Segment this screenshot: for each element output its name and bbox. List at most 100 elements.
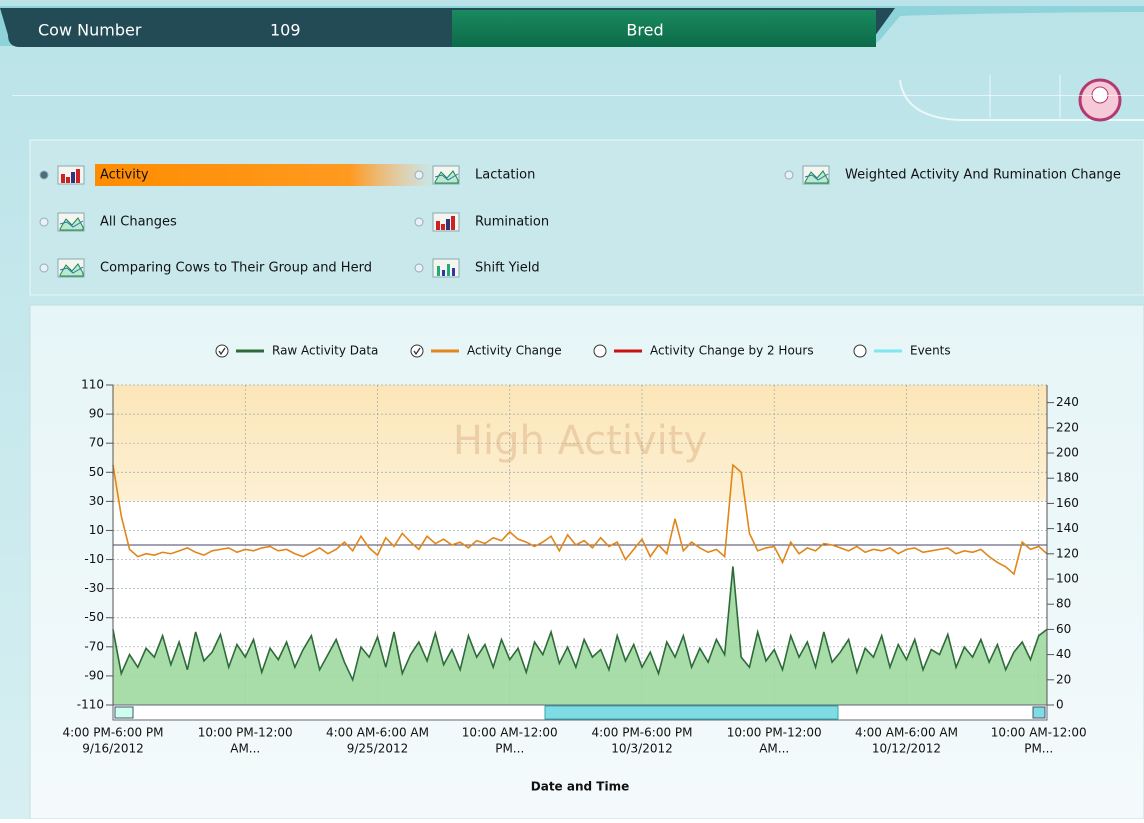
- radio-button[interactable]: [39, 263, 49, 273]
- x-tick-label: 9/25/2012: [347, 742, 409, 756]
- chart-option[interactable]: Activity: [39, 164, 435, 186]
- y-tick-label: -30: [84, 581, 104, 595]
- radio-button[interactable]: [414, 263, 424, 273]
- legend-item[interactable]: Activity Change by 2 Hours: [593, 344, 814, 358]
- y-tick-label: 30: [89, 494, 104, 508]
- x-tick-label: AM...: [759, 742, 789, 756]
- x-tick-label: 4:00 AM-6:00 AM: [855, 726, 958, 740]
- y2-tick-label: 220: [1056, 420, 1079, 434]
- option-icon-bar: [447, 264, 450, 276]
- chart-option[interactable]: Weighted Activity And Rumination Change: [784, 165, 1121, 185]
- option-label[interactable]: Rumination: [475, 215, 549, 230]
- radio-button[interactable]: [39, 217, 49, 227]
- activity-zone: [113, 385, 1047, 502]
- option-label[interactable]: Comparing Cows to Their Group and Herd: [100, 261, 372, 276]
- y-tick-label: -10: [84, 552, 104, 566]
- scrollbar-thumb[interactable]: [544, 705, 839, 720]
- y-tick-label: 90: [89, 407, 104, 421]
- y-tick-label: 50: [89, 465, 104, 479]
- series-line: [112, 463, 1048, 576]
- separator: [12, 95, 1144, 96]
- option-icon-bar: [66, 177, 70, 183]
- chart-options: Activity All Changes Comparing Cows to The…: [39, 164, 1121, 278]
- legend-checkbox[interactable]: [853, 344, 867, 358]
- x-tick-label: 10:00 AM-12:00: [462, 726, 558, 740]
- option-icon-bar: [451, 216, 455, 230]
- chart-option[interactable]: Comparing Cows to Their Group and Herd: [39, 258, 372, 278]
- y-tick-label: -90: [84, 668, 104, 682]
- status: Bred: [626, 21, 663, 40]
- y2-tick-label: 200: [1056, 446, 1079, 460]
- option-icon-bar: [76, 169, 80, 183]
- legend-checkbox[interactable]: [215, 344, 229, 358]
- y2-tick-label: 160: [1056, 496, 1079, 510]
- option-icon-bar: [442, 270, 445, 276]
- y2-tick-label: 120: [1056, 546, 1079, 560]
- legend-check: [413, 347, 421, 356]
- y2-tick-label: 20: [1056, 672, 1071, 686]
- series-area: [113, 566, 1047, 705]
- chart-option[interactable]: Shift Yield: [414, 258, 540, 278]
- option-label[interactable]: All Changes: [100, 215, 177, 230]
- option-icon-bar: [437, 266, 440, 276]
- option-label[interactable]: Weighted Activity And Rumination Change: [845, 168, 1121, 183]
- legend-check: [218, 347, 226, 356]
- x-tick-label: PM...: [1024, 742, 1053, 756]
- y-tick-label: -110: [77, 698, 104, 712]
- radio-button[interactable]: [414, 170, 424, 180]
- option-icon-bar: [441, 224, 445, 230]
- x-tick-label: AM...: [230, 742, 260, 756]
- option-icon-bar: [71, 172, 75, 183]
- chart-option[interactable]: Lactation: [414, 165, 535, 185]
- scroll-right[interactable]: [1032, 706, 1046, 719]
- x-tick-label: 10:00 PM-12:00: [198, 726, 293, 740]
- y-tick-label: 10: [89, 523, 104, 537]
- legend-item[interactable]: Events: [853, 344, 951, 358]
- legend-checkbox[interactable]: [593, 344, 607, 358]
- radio-button[interactable]: [784, 170, 794, 180]
- profile-button[interactable]: [1078, 78, 1122, 122]
- header-curve: [899, 79, 1144, 121]
- selected-highlight: [95, 164, 435, 186]
- option-label[interactable]: Activity: [100, 168, 149, 183]
- legend-label[interactable]: Events: [910, 344, 951, 358]
- radio-button[interactable]: [414, 217, 424, 227]
- option-icon-line: [804, 173, 829, 181]
- y2-tick-label: 60: [1056, 622, 1071, 636]
- cow-number-label: Cow Number: [38, 21, 142, 40]
- legend-label[interactable]: Raw Activity Data: [272, 344, 378, 358]
- cow-number: 109: [270, 21, 301, 40]
- legend-item[interactable]: Activity Change: [410, 344, 562, 358]
- chart-option[interactable]: All Changes: [39, 212, 177, 232]
- y2-tick-label: 140: [1056, 521, 1079, 535]
- x-tick-label: 4:00 PM-6:00 PM: [62, 726, 163, 740]
- x-tick-label: 10:00 AM-12:00: [991, 726, 1087, 740]
- scroll-left[interactable]: [114, 706, 134, 719]
- x-tick-label: 4:00 AM-6:00 AM: [326, 726, 429, 740]
- radio-button[interactable]: [39, 170, 49, 180]
- legend-item[interactable]: Raw Activity Data: [215, 344, 378, 358]
- option-icon-bar: [436, 221, 440, 230]
- y-tick-label: -70: [84, 639, 104, 653]
- option-icon: [432, 258, 460, 278]
- x-tick-label: 10/3/2012: [611, 742, 673, 756]
- chart-option[interactable]: Rumination: [414, 212, 549, 232]
- option-icon-bar: [452, 268, 455, 276]
- y2-tick-label: 100: [1056, 572, 1079, 586]
- y2-tick-label: 0: [1056, 698, 1064, 712]
- option-icon-line: [59, 220, 84, 228]
- legend-checkbox[interactable]: [410, 344, 424, 358]
- legend-label[interactable]: Activity Change by 2 Hours: [650, 344, 814, 358]
- y2-tick-label: 80: [1056, 597, 1071, 611]
- option-icon-bar: [61, 174, 65, 183]
- option-label[interactable]: Shift Yield: [475, 261, 540, 276]
- chart: High Activity 110 90 70 50 30 10 -10 -30 -50 -70 -9…: [62, 344, 1086, 794]
- y-tick-label: -50: [84, 610, 104, 624]
- y-tick-label: 70: [89, 436, 104, 450]
- y2-tick-label: 180: [1056, 471, 1079, 485]
- series-line: [112, 566, 1048, 683]
- legend-label[interactable]: Activity Change: [467, 344, 562, 358]
- status-block: [452, 10, 876, 47]
- option-label[interactable]: Lactation: [475, 168, 535, 183]
